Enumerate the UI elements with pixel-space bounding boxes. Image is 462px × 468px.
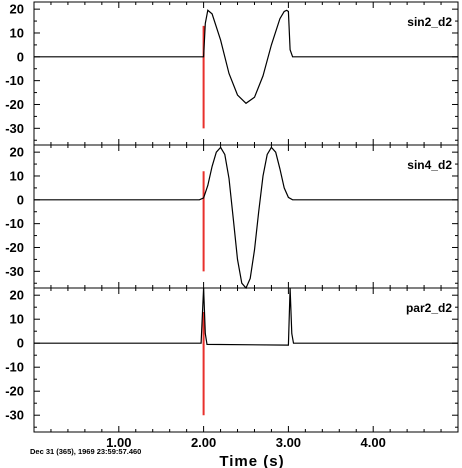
trace-line	[34, 10, 458, 103]
y-tick-label: -30	[5, 408, 24, 423]
trace-line	[34, 288, 458, 345]
x-tick-label: 4.00	[361, 435, 386, 450]
x-tick-label: 3.00	[276, 435, 301, 450]
y-tick-label: 10	[10, 25, 24, 40]
x-axis-title: Time (s)	[219, 453, 284, 468]
panel-sin2_d2: 20 10 0 -10 -20 -30 sin2_d2	[5, 2, 458, 145]
y-tick-label: -30	[5, 121, 24, 136]
y-tick-label: -20	[5, 97, 24, 112]
panel-frame	[34, 145, 458, 288]
panel-frame	[34, 2, 458, 145]
y-tick-label: 20	[10, 145, 24, 160]
y-tick-label: -10	[5, 216, 24, 231]
y-tick-label: 20	[10, 2, 24, 17]
y-tick-label: 10	[10, 312, 24, 327]
y-tick-label: 0	[17, 49, 24, 64]
x-axis: 1.00 2.00 3.00 4.00	[106, 435, 386, 450]
trace-name-label: par2_d2	[406, 301, 452, 315]
y-tick-label: -20	[5, 384, 24, 399]
trace-name-label: sin4_d2	[407, 158, 452, 172]
y-tick-label: 20	[10, 288, 24, 303]
panel-par2_d2: 20 10 0 -10 -20 -30 par2_d2	[5, 288, 458, 432]
x-tick-label: 2.00	[191, 435, 216, 450]
panel-sin4_d2: 20 10 0 -10 -20 -30 sin4_d2	[5, 145, 458, 288]
y-tick-label: 10	[10, 168, 24, 183]
y-tick-label: 0	[17, 192, 24, 207]
y-tick-label: -20	[5, 240, 24, 255]
trace-name-label: sin2_d2	[407, 15, 452, 29]
timestamp-label: Dec 31 (365), 1969 23:59:57.460	[30, 447, 141, 456]
y-tick-label: -10	[5, 73, 24, 88]
y-tick-label: 0	[17, 336, 24, 351]
trace-line	[34, 147, 458, 288]
y-tick-label: -10	[5, 360, 24, 375]
panel-frame	[34, 288, 458, 432]
y-tick-label: -30	[5, 264, 24, 279]
panels-group: 20 10 0 -10 -20 -30 sin2_d2 20 10 0 -10 -20 -30 sin4_…	[5, 2, 458, 432]
